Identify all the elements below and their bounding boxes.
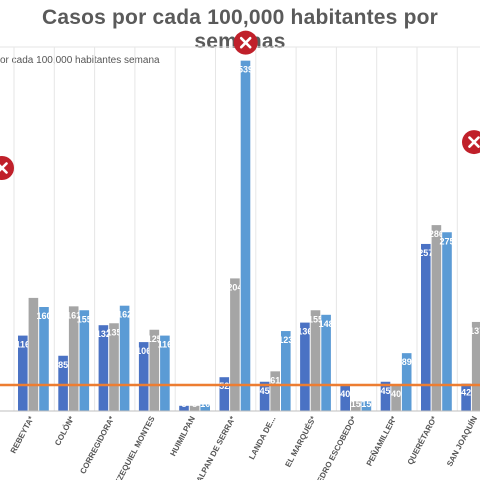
bar [68,306,79,411]
data-label: 45 [260,386,270,396]
category-label: HUIMILPAN [168,415,197,458]
category-label: PEDRO ESCOBEDO* [313,414,359,480]
category-label: JALPAN DE SERRA* [193,414,238,480]
data-label: 10 [200,399,210,409]
bar [240,60,251,412]
bar [119,305,130,411]
bar [471,321,480,411]
bar [431,225,442,411]
marker-x [0,162,8,172]
bar [179,405,189,411]
bar [401,353,412,411]
data-label: 155 [77,314,92,324]
bar [310,310,321,411]
data-label: 286 [429,229,444,239]
marker-x [239,36,252,49]
data-label: 132 [96,329,111,339]
data-label: 42 [461,388,471,398]
data-label: 61 [270,375,280,385]
data-label: 257 [418,248,433,258]
bar [230,278,240,411]
data-label: 116 [16,340,31,350]
data-label: 123 [278,335,293,345]
data-label: 106 [136,346,151,356]
data-label: 8 [181,399,186,409]
category-label: QUERÉTARO* [406,414,440,466]
bar [442,232,452,411]
data-label: 204 [227,282,242,292]
bar [79,310,90,411]
bar [391,385,401,411]
category-label: EZEQUIEL MONTES [113,414,157,480]
data-label: 116 [158,340,173,350]
data-label: 8 [192,399,197,409]
bar [219,377,230,411]
bar [109,323,119,411]
bar [300,322,310,411]
bar [200,404,210,411]
category-label: CORREGIDORA* [78,414,116,476]
bar [461,383,471,411]
bar [18,335,28,411]
bar [58,355,68,411]
category-label: REBEYTA* [9,414,36,455]
bar [189,405,200,411]
data-label: 161 [66,310,81,320]
data-label: 135 [106,327,121,337]
marker-circle [0,156,14,180]
data-label: 275 [439,236,454,246]
bar [160,335,170,411]
data-label: 137 [469,326,480,336]
bar [149,329,160,411]
marker-circle [462,130,480,155]
data-label: 40 [340,389,350,399]
bar [28,297,39,411]
bar [351,401,361,411]
category-label: LANDA DE... [247,415,277,461]
data-label: 89 [402,357,412,367]
bar [321,314,331,411]
data-label: 539 [238,65,253,75]
bar [340,385,350,411]
bar [39,307,49,411]
data-label: 15 [361,399,371,409]
data-label: 15 [351,399,361,409]
bar [138,342,149,411]
category-label: PEÑAMILLER* [365,414,399,468]
data-label: 45 [380,386,390,396]
bar [281,331,291,411]
bar [98,325,109,411]
data-label: 125 [147,334,162,344]
data-label: 40 [391,389,401,399]
marker-x [468,136,480,148]
legend-text: or cada 100,000 habitantes semana [0,55,160,66]
data-label: 155 [308,314,323,324]
bar [380,381,391,411]
data-label: 162 [117,310,132,320]
data-label: 136 [297,327,312,337]
category-label: EL MARQUÉS* [283,414,318,469]
data-label: 85 [58,360,68,370]
category-label: SAN JOAQUÍN [445,415,479,468]
bar [259,381,270,411]
data-label: 148 [319,319,334,329]
bar [270,371,280,411]
bar [421,243,431,411]
category-label: COLÓN* [53,414,76,447]
data-label: 160 [36,311,51,321]
bar [361,401,372,411]
